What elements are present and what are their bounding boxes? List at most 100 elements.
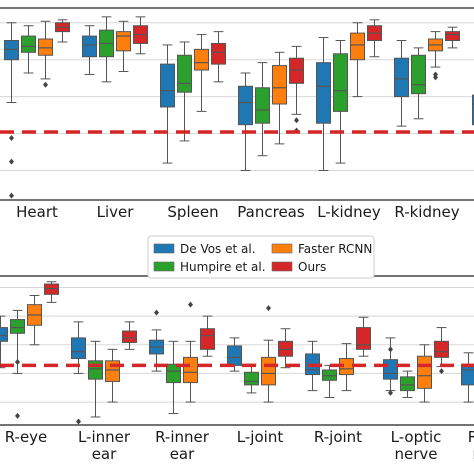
flier-point (433, 74, 438, 81)
box-l-kidney-faster-rcnn (350, 22, 365, 98)
box-r-eye-faster-rcnn (27, 294, 42, 346)
box-body (461, 363, 474, 386)
box-r-kidney-ours (445, 26, 460, 49)
box-b-de-vos-et-al (472, 94, 474, 126)
box-body (316, 62, 331, 124)
legend-swatch-faster-rcnn (271, 243, 293, 254)
box-liver-humpire-et-al (99, 16, 114, 83)
box-body (356, 327, 371, 350)
box-body (166, 363, 181, 384)
box-body (272, 65, 287, 105)
box-body (88, 360, 103, 380)
box-liver-ours (133, 16, 148, 55)
box-r-inner-ear-ours (200, 315, 215, 357)
box-body (4, 39, 19, 61)
legend-swatch-humpire-et-al (153, 261, 175, 272)
box-body (211, 42, 226, 65)
flier-point (9, 192, 14, 199)
legend-swatch-de-vos-et-al (153, 243, 175, 254)
box-l-optic-nerve-humpire-et-al (400, 370, 415, 398)
box-r-eye-de-vos-et-al (0, 315, 8, 369)
box-r-joint-humpire-et-al (322, 364, 337, 398)
box-l-kidney-humpire-et-al (333, 39, 348, 164)
box-pancreas-ours (289, 45, 304, 134)
box-body (160, 63, 175, 108)
legend-label-humpire-et-al: Humpire et al. (180, 260, 266, 274)
box-body (227, 345, 242, 366)
box-body (350, 32, 365, 61)
box-spleen-humpire-et-al (177, 41, 192, 142)
box-body (0, 327, 8, 342)
box-body (383, 359, 398, 380)
box-l-kidney-ours (367, 19, 382, 58)
box-liver-faster-rcnn (116, 20, 131, 73)
tick-label-r-kidney: R-kidney (394, 203, 459, 221)
flier-point (9, 158, 14, 165)
box-body (183, 356, 198, 384)
legend-swatch-ours (271, 261, 293, 272)
box-l-inner-ear-de-vos-et-al (71, 321, 86, 425)
box-heart-humpire-et-al (21, 25, 36, 74)
box-r-optic-nerve-de-vos-et-al (461, 352, 474, 403)
top-panel-box-plot: Heart Liver Spleen Pancreas L-kidney R-kidney… (0, 7, 474, 221)
tick-label-l-optic-nerve: L-optic nerve (391, 428, 442, 463)
box-r-inner-ear-de-vos-et-al (149, 309, 164, 372)
legend-label-ours: Ours (298, 260, 326, 274)
box-r-eye-ours (44, 281, 59, 303)
box-heart-de-vos-et-al (4, 22, 19, 199)
flier-point (76, 418, 81, 425)
box-body (472, 94, 474, 126)
box-body (200, 328, 215, 350)
plot-area (0, 281, 474, 425)
box-spleen-de-vos-et-al (160, 44, 175, 164)
flier-point (439, 368, 444, 375)
box-body (177, 54, 192, 93)
box-l-kidney-de-vos-et-al (316, 37, 331, 171)
box-body (411, 54, 426, 95)
box-l-inner-ear-faster-rcnn (105, 348, 120, 403)
box-r-kidney-faster-rcnn (428, 31, 443, 81)
box-l-optic-nerve-faster-rcnn (417, 344, 432, 403)
box-body (71, 337, 86, 360)
flier-point (266, 305, 271, 312)
box-r-joint-ours (356, 316, 371, 357)
box-spleen-faster-rcnn (194, 34, 209, 112)
box-body (10, 319, 25, 334)
box-body (417, 355, 432, 389)
box-l-joint-faster-rcnn (261, 305, 276, 403)
box-r-eye-humpire-et-al (10, 309, 25, 419)
box-body (21, 35, 36, 53)
box-body (82, 35, 97, 58)
box-l-joint-humpire-et-al (244, 363, 259, 394)
flier-point (9, 134, 14, 141)
tick-label-l-inner-ear: L-inner ear (78, 428, 131, 463)
bottom-panel-box-plot: R-eye L-inner ear R-inner ear L-joint R-joint L… (0, 275, 474, 463)
box-body (289, 57, 304, 84)
box-r-kidney-humpire-et-al (411, 47, 426, 120)
box-body (333, 53, 348, 112)
box-body (394, 57, 409, 98)
tick-label-r-inner-ear: R-inner ear (155, 428, 210, 463)
flier-point (294, 117, 299, 124)
box-body (122, 330, 137, 343)
tick-label-spleen: Spleen (167, 203, 218, 221)
flier-point (388, 346, 393, 353)
box-l-optic-nerve-ours (434, 327, 449, 375)
legend-frame (147, 235, 375, 279)
box-l-joint-ours (278, 328, 293, 369)
flier-point (188, 301, 193, 308)
box-body (400, 376, 415, 392)
box-pancreas-faster-rcnn (272, 51, 287, 145)
box-r-inner-ear-faster-rcnn (183, 301, 198, 403)
box-body (194, 48, 209, 71)
box-r-kidney-de-vos-et-al (394, 39, 409, 127)
box-body (238, 85, 253, 126)
flier-point (15, 358, 20, 365)
box-l-inner-ear-humpire-et-al (88, 340, 103, 418)
box-body (261, 356, 276, 386)
box-heart-ours (55, 19, 70, 43)
plot-area (4, 16, 474, 199)
tick-label-r-eye: R-eye (5, 428, 48, 446)
